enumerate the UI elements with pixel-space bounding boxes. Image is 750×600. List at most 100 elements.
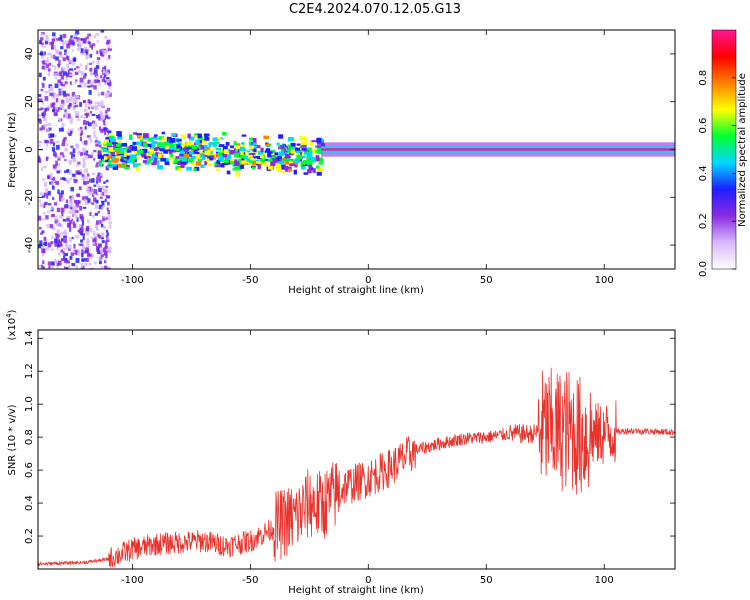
heat-cell bbox=[317, 151, 322, 154]
heat-cell bbox=[300, 166, 306, 170]
heat-cell bbox=[95, 136, 98, 141]
heat-cell bbox=[103, 225, 107, 230]
heat-cell bbox=[50, 133, 55, 138]
heat-cell bbox=[100, 266, 104, 269]
heat-cell bbox=[101, 201, 105, 206]
heat-cell bbox=[306, 154, 313, 159]
heat-cell bbox=[68, 40, 72, 46]
heat-cell bbox=[104, 138, 108, 143]
heat-band-core bbox=[321, 148, 675, 151]
heat-cell bbox=[64, 229, 67, 235]
heat-cell bbox=[42, 114, 46, 118]
heat-cell bbox=[304, 141, 308, 145]
heat-cell bbox=[79, 83, 83, 86]
heat-cell bbox=[247, 162, 252, 165]
heat-cell bbox=[264, 150, 269, 153]
heat-cell bbox=[69, 204, 73, 210]
heat-cell bbox=[98, 204, 103, 210]
heat-cell bbox=[72, 173, 76, 177]
heat-cell bbox=[91, 152, 95, 155]
heat-cell bbox=[241, 148, 247, 152]
spectrogram-heatmap bbox=[38, 30, 675, 269]
heat-cell bbox=[225, 157, 230, 160]
heat-cell bbox=[160, 157, 167, 162]
heat-cell bbox=[105, 254, 108, 259]
heat-cell bbox=[103, 265, 108, 269]
heat-cell bbox=[90, 84, 94, 88]
heat-cell bbox=[280, 164, 286, 170]
heat-cell bbox=[68, 132, 72, 136]
heat-cell bbox=[157, 153, 162, 158]
heat-cell bbox=[123, 158, 127, 161]
heat-cell bbox=[197, 150, 203, 154]
heat-cell bbox=[182, 156, 187, 162]
heat-cell bbox=[146, 156, 151, 159]
heat-cell bbox=[97, 142, 101, 147]
heat-cell bbox=[142, 133, 149, 139]
heat-cell bbox=[51, 185, 55, 190]
heat-cell bbox=[80, 243, 84, 247]
heat-cell bbox=[92, 238, 95, 243]
heat-cell bbox=[41, 218, 45, 221]
heat-cell bbox=[56, 107, 60, 112]
heat-cell bbox=[77, 127, 80, 131]
heat-cell bbox=[78, 186, 82, 191]
heat-cell bbox=[149, 156, 155, 161]
heat-cell bbox=[86, 257, 89, 262]
heat-cell bbox=[60, 99, 65, 105]
heat-cell bbox=[105, 185, 109, 188]
heat-cell bbox=[45, 107, 49, 111]
heat-cell bbox=[72, 156, 76, 162]
heat-cell bbox=[91, 241, 96, 246]
heat-cell bbox=[47, 203, 52, 206]
heat-cell bbox=[97, 172, 101, 177]
heat-cell bbox=[51, 64, 55, 68]
heat-cell bbox=[274, 152, 279, 156]
heat-cell bbox=[108, 246, 112, 250]
heat-cell bbox=[48, 62, 52, 66]
heat-cell bbox=[59, 104, 63, 109]
snr-axes: -100 -50 0 50 100 0.2 0.4 0.6 0.8 1.0 1.2 1.4 bbox=[24, 330, 675, 586]
heat-cell bbox=[179, 153, 185, 156]
heat-cell bbox=[94, 204, 99, 209]
heat-cell bbox=[141, 153, 148, 158]
heat-cell bbox=[56, 265, 59, 269]
heat-cell bbox=[75, 265, 79, 269]
snr-series-line bbox=[38, 367, 675, 568]
heat-cell bbox=[47, 122, 52, 127]
heat-cell bbox=[201, 150, 207, 153]
heat-cell bbox=[96, 50, 99, 55]
heat-cell bbox=[251, 166, 255, 170]
heat-cell bbox=[103, 147, 109, 150]
heat-cell bbox=[206, 158, 210, 163]
heat-cell bbox=[74, 82, 77, 85]
heat-cell bbox=[71, 218, 74, 221]
heat-cell bbox=[318, 162, 323, 165]
heat-cell bbox=[61, 238, 64, 242]
snr-xtick-label: 0 bbox=[365, 575, 371, 586]
heat-cell bbox=[38, 140, 42, 144]
heat-cell bbox=[72, 221, 76, 226]
heat-cell bbox=[75, 202, 80, 208]
heat-cell bbox=[112, 165, 119, 170]
heat-cell bbox=[227, 154, 232, 160]
heat-cell bbox=[54, 258, 57, 264]
heat-cell bbox=[244, 150, 251, 153]
heat-cell bbox=[316, 167, 323, 172]
heat-cell bbox=[116, 131, 122, 137]
heat-cell bbox=[58, 72, 63, 77]
heat-cell bbox=[101, 69, 104, 73]
heat-cell bbox=[294, 163, 298, 168]
heat-cell bbox=[234, 161, 240, 166]
heat-cell bbox=[74, 199, 79, 203]
heat-cell bbox=[81, 221, 85, 226]
heat-cell bbox=[56, 247, 59, 250]
heat-cell bbox=[214, 161, 219, 166]
heat-cell bbox=[39, 192, 44, 196]
heat-cell bbox=[39, 40, 42, 45]
heat-cell bbox=[41, 264, 44, 269]
heat-cell bbox=[67, 264, 71, 269]
heat-cell bbox=[142, 136, 147, 140]
heat-cell bbox=[86, 225, 90, 230]
heat-cell bbox=[201, 157, 205, 161]
